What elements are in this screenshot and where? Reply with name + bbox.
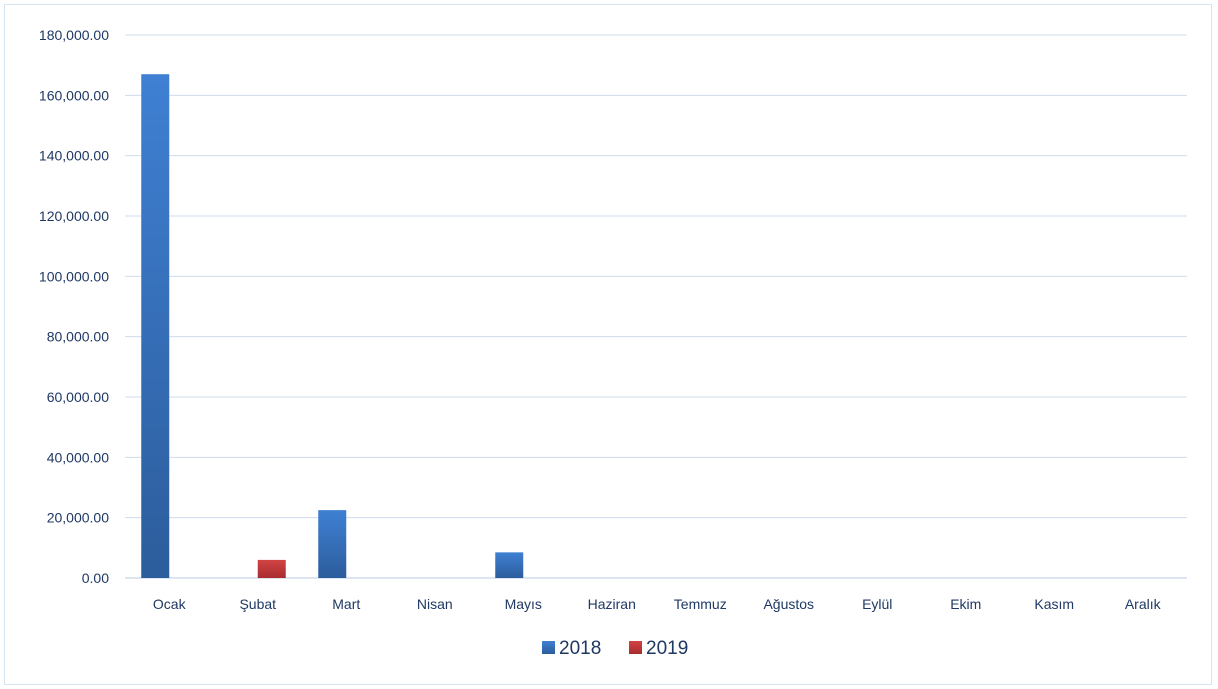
x-category-label: Temmuz: [674, 596, 727, 612]
x-category-label: Şubat: [239, 596, 276, 612]
y-tick-label: 100,000.00: [39, 268, 109, 284]
bar-2018-4: [495, 552, 524, 578]
y-tick-label: 160,000.00: [39, 87, 109, 103]
x-category-label: Mart: [332, 596, 360, 612]
legend-swatch-2019: [629, 641, 642, 654]
bar-2018-2: [318, 510, 347, 578]
y-tick-label: 140,000.00: [39, 148, 109, 164]
x-category-label: Kasım: [1034, 596, 1074, 612]
y-tick-label: 20,000.00: [47, 510, 109, 526]
bar-2018-0: [141, 74, 170, 578]
x-category-label: Eylül: [862, 596, 892, 612]
legend: 2018 2019: [542, 638, 688, 659]
x-category-label: Aralık: [1125, 596, 1162, 612]
y-axis-ticks: 0.00 20,000.00 40,000.00 60,000.00 80,000.00…: [39, 27, 109, 586]
bar-2019-1: [257, 559, 286, 578]
x-category-label: Ağustos: [763, 596, 814, 612]
y-tick-label: 40,000.00: [47, 449, 109, 465]
y-tick-label: 180,000.00: [39, 27, 109, 43]
bars: [141, 74, 524, 578]
y-tick-label: 60,000.00: [47, 389, 109, 405]
chart-frame: 0.00 20,000.00 40,000.00 60,000.00 80,000.00…: [4, 4, 1212, 685]
y-tick-label: 120,000.00: [39, 208, 109, 224]
legend-swatch-2018: [542, 641, 555, 654]
x-category-label: Ocak: [153, 596, 187, 612]
y-tick-label: 0.00: [82, 570, 109, 586]
legend-label-2018: 2018: [559, 638, 601, 659]
y-tick-label: 80,000.00: [47, 329, 109, 345]
gridlines: [125, 34, 1187, 579]
x-category-label: Ekim: [950, 596, 981, 612]
bar-chart: 0.00 20,000.00 40,000.00 60,000.00 80,000.00…: [39, 27, 1187, 659]
x-axis-categories: Ocak Şubat Mart Nisan Mayıs Haziran Temmuz Ağus…: [153, 596, 1162, 612]
legend-label-2019: 2019: [646, 638, 688, 659]
x-category-label: Nisan: [417, 596, 453, 612]
x-category-label: Mayıs: [505, 596, 542, 612]
x-category-label: Haziran: [588, 596, 636, 612]
